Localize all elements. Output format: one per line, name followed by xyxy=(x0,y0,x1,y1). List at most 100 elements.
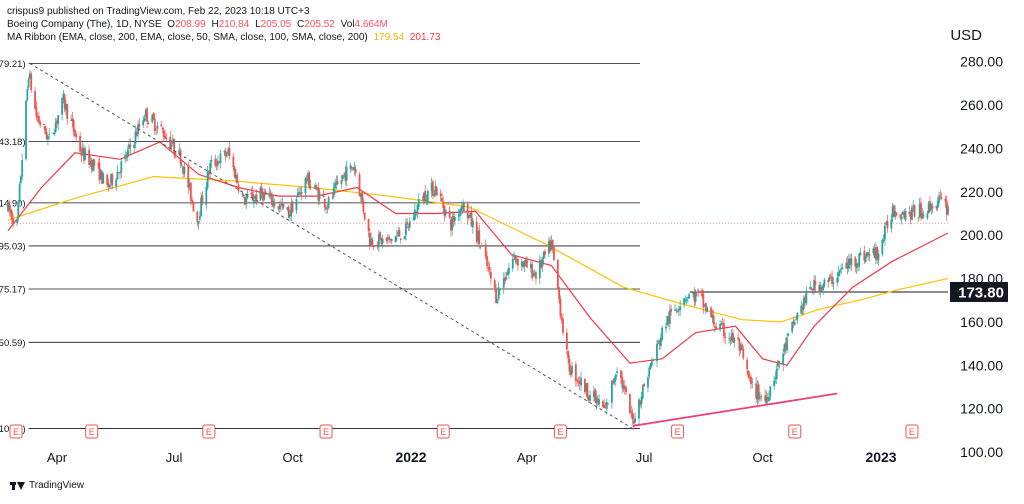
candle-body xyxy=(631,412,634,420)
candle-body xyxy=(462,201,465,211)
volume-label: Vol xyxy=(340,19,355,30)
candle-body xyxy=(688,294,691,299)
candle-body xyxy=(227,148,230,155)
candle-body xyxy=(881,239,884,255)
candle-body xyxy=(43,124,45,125)
candle-body xyxy=(613,378,616,383)
candle-body xyxy=(290,203,293,217)
ma-short-value: 201.73 xyxy=(409,32,441,43)
candle-body xyxy=(28,73,31,79)
candle-body xyxy=(260,186,263,195)
candle-body xyxy=(368,232,371,246)
candle-body xyxy=(532,273,535,276)
candle-body xyxy=(929,201,931,212)
candle-body xyxy=(309,186,312,187)
candle-body xyxy=(21,159,24,177)
candle-body xyxy=(143,118,146,121)
candle-body xyxy=(461,206,464,209)
candle-body xyxy=(228,148,231,156)
candle-body xyxy=(453,216,456,222)
candle-body xyxy=(571,366,573,374)
candle-body xyxy=(268,193,271,197)
candle-body xyxy=(911,207,913,220)
candle-body xyxy=(466,204,469,219)
candle-body xyxy=(658,341,661,345)
candle-body xyxy=(343,173,345,175)
candle-body xyxy=(765,396,768,403)
indicator-line: MA Ribbon (EMA, close, 200, EMA, close, … xyxy=(7,32,440,43)
candle-body xyxy=(97,164,100,166)
candle-body xyxy=(867,252,870,255)
candle-body xyxy=(917,217,920,219)
candle-body xyxy=(822,284,824,291)
candle-body xyxy=(101,171,103,184)
candle-body xyxy=(280,204,282,206)
candle-body xyxy=(877,253,880,261)
candle-body xyxy=(27,79,30,88)
candle-body xyxy=(904,211,907,221)
candle-body xyxy=(640,396,643,405)
candle-body xyxy=(523,261,526,267)
candle-body xyxy=(53,133,56,135)
candle-body xyxy=(778,361,781,364)
earnings-marker xyxy=(671,424,685,439)
candle-body xyxy=(650,361,653,366)
candle-body xyxy=(345,166,348,181)
candle-body xyxy=(232,156,235,168)
candle-body xyxy=(469,213,472,217)
candle-body xyxy=(460,207,463,211)
candle-body xyxy=(408,221,411,228)
candle-body xyxy=(679,306,682,311)
candle-body xyxy=(12,218,15,225)
candle-body xyxy=(8,201,11,211)
candle-body xyxy=(900,216,903,220)
candle-body xyxy=(459,209,461,217)
moving-averages xyxy=(7,141,949,366)
low-value: 205.05 xyxy=(260,19,292,30)
candle-body xyxy=(544,251,546,255)
candle-body xyxy=(207,171,210,175)
candle-body xyxy=(769,386,772,397)
candle-body xyxy=(827,279,830,283)
candle-body xyxy=(146,108,148,123)
candle-body xyxy=(832,282,835,284)
candle-body xyxy=(361,192,364,202)
candle-body xyxy=(66,104,69,119)
candle-body xyxy=(795,319,797,321)
candle-body xyxy=(442,201,445,208)
candle-body xyxy=(800,305,803,314)
candle-body xyxy=(902,211,904,215)
candle-body xyxy=(394,236,397,243)
candle-body xyxy=(586,383,589,399)
candle-body xyxy=(796,312,799,320)
candle-body xyxy=(443,206,446,216)
candle-body xyxy=(173,138,176,154)
price-tick-label: 280.00 xyxy=(960,54,1003,70)
candle-body xyxy=(947,206,949,215)
time-tick-label: Jul xyxy=(166,450,183,465)
candle-body xyxy=(723,322,725,337)
candle-body xyxy=(705,302,707,311)
candle-body xyxy=(733,337,736,343)
candle-body xyxy=(886,220,889,229)
candle-body xyxy=(188,183,191,187)
candle-body xyxy=(553,246,555,260)
candle-body xyxy=(683,298,685,305)
price-tick-label: 160.00 xyxy=(960,314,1003,330)
candle-body xyxy=(205,186,208,205)
candle-body xyxy=(242,195,245,197)
fib-level-label: 0.786(243.18) xyxy=(0,137,26,148)
volume-value: 4.664M xyxy=(354,19,388,30)
candle-body xyxy=(273,202,276,206)
candle-body xyxy=(448,210,451,218)
candle-body xyxy=(639,400,642,405)
candle-body xyxy=(858,253,861,267)
candle-body xyxy=(565,332,568,350)
candle-body xyxy=(390,239,393,242)
candle-body xyxy=(35,106,38,117)
candle-body xyxy=(632,420,635,424)
candle-body xyxy=(547,241,550,254)
candle-body xyxy=(496,299,499,304)
